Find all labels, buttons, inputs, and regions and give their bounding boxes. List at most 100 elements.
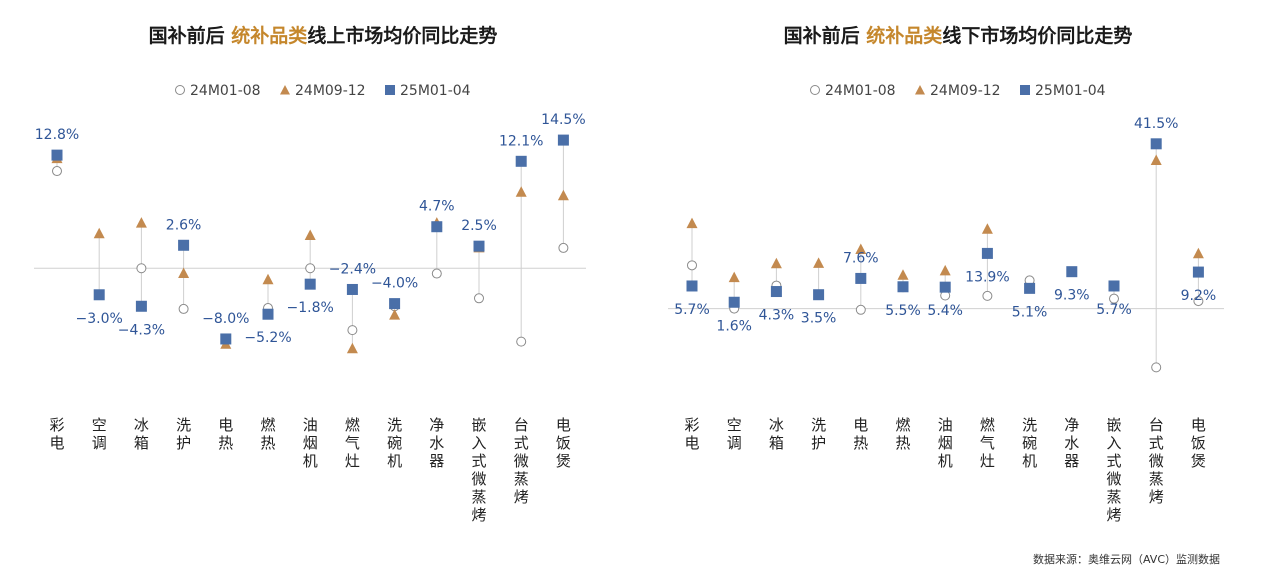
point-25M01-04: [1024, 282, 1036, 294]
point-24M09-12: [135, 217, 147, 228]
category-label: 燃气灶: [980, 416, 995, 470]
data-label: 5.7%: [674, 302, 710, 318]
point-25M01-04: [1066, 266, 1078, 278]
data-label: 4.3%: [759, 308, 795, 324]
category-label: 冰箱: [134, 416, 149, 452]
legend-label: 24M09-12: [930, 83, 1001, 99]
point-25M01-04: [51, 149, 63, 161]
data-label: 5.4%: [927, 303, 963, 319]
category-label: 燃气灶: [345, 416, 360, 470]
data-label: −3.0%: [76, 311, 123, 327]
point-24M01-08: [347, 325, 358, 336]
point-24M01-08: [516, 336, 527, 347]
legend: 24M01-08 24M09-12 25M01-04: [810, 83, 1106, 99]
point-25M01-04: [304, 278, 316, 290]
data-label: 13.9%: [965, 269, 1009, 285]
category-label: 电热: [218, 416, 233, 452]
point-24M01-08: [52, 166, 62, 177]
point-24M01-08: [982, 290, 993, 301]
legend-label: 24M01-08: [825, 83, 896, 99]
data-label: 12.8%: [35, 127, 79, 143]
point-25M01-04: [1108, 280, 1120, 292]
category-label: 彩电: [49, 416, 64, 452]
category-label: 电热: [853, 416, 868, 452]
category-label: 净水器: [429, 416, 444, 470]
legend-label: 25M01-04: [1035, 83, 1106, 99]
data-label: 9.2%: [1181, 288, 1217, 304]
point-24M09-12: [557, 189, 569, 201]
point-25M01-04: [855, 272, 867, 284]
point-24M09-12: [178, 267, 190, 279]
category-label: 嵌入式微蒸烤: [1106, 416, 1121, 524]
chart-title: 国补前后 统补品类线下市场均价同比走势: [784, 24, 1133, 47]
point-24M01-08: [431, 268, 442, 279]
point-24M09-12: [515, 186, 527, 197]
data-label: −4.3%: [118, 322, 165, 338]
point-25M01-04: [135, 300, 147, 312]
point-24M09-12: [93, 227, 105, 239]
point-24M09-12: [389, 309, 401, 320]
point-25M01-04: [1192, 266, 1204, 278]
point-25M01-04: [1150, 138, 1162, 150]
point-24M09-12: [1192, 247, 1204, 259]
data-label: −1.8%: [287, 300, 334, 316]
point-24M09-12: [855, 243, 867, 254]
legend: 24M01-08 24M09-12 25M01-04: [175, 83, 471, 99]
data-label: 1.6%: [716, 318, 752, 334]
point-25M01-04: [813, 289, 825, 301]
category-label: 彩电: [684, 416, 699, 452]
data-label: 5.5%: [885, 303, 921, 319]
point-25M01-04: [346, 283, 358, 295]
category-label: 洗护: [811, 416, 826, 452]
point-25M01-04: [939, 281, 951, 293]
point-25M01-04: [770, 286, 782, 298]
point-24M01-08: [855, 304, 866, 315]
category-label: 空调: [727, 416, 742, 452]
point-24M01-08: [178, 303, 189, 314]
chart-panel-2: 国补前后 统补品类线下市场均价同比走势 24M01-08 24M09-12 25M01…: [668, 24, 1224, 524]
category-label: 燃热: [260, 416, 275, 452]
data-label: 4.7%: [419, 199, 455, 215]
data-label: 12.1%: [499, 133, 543, 149]
data-label: 14.5%: [541, 112, 585, 128]
point-25M01-04: [557, 134, 569, 146]
data-label: 7.6%: [843, 250, 879, 266]
point-24M09-12: [728, 271, 740, 283]
data-label: −2.4%: [329, 261, 376, 277]
data-label: 5.1%: [1012, 304, 1048, 320]
point-24M01-08: [474, 293, 484, 304]
data-label: 41.5%: [1134, 116, 1178, 132]
category-label: 空调: [92, 416, 107, 452]
category-label: 油烟机: [938, 416, 953, 470]
data-label: 2.6%: [166, 217, 202, 233]
point-24M09-12: [1150, 154, 1162, 165]
data-label: 2.5%: [461, 218, 497, 234]
data-label: −4.0%: [371, 276, 418, 292]
category-label: 电饭煲: [556, 416, 571, 470]
point-24M09-12: [813, 257, 825, 268]
point-24M01-08: [1151, 362, 1162, 373]
point-25M01-04: [515, 155, 527, 167]
point-24M09-12: [981, 223, 993, 234]
legend-marker-square: [385, 85, 395, 95]
data-source-note: 数据来源：奥维云网（AVC）监测数据: [1032, 553, 1220, 566]
point-25M01-04: [431, 221, 443, 233]
category-label: 洗护: [176, 416, 191, 452]
point-25M01-04: [473, 240, 485, 252]
category-label: 油烟机: [303, 416, 318, 470]
point-25M01-04: [220, 333, 232, 345]
legend-label: 24M01-08: [190, 83, 261, 99]
point-25M01-04: [389, 298, 401, 310]
point-24M09-12: [304, 229, 316, 241]
legend-marker-triangle: [280, 85, 290, 95]
point-24M01-08: [1109, 293, 1119, 304]
data-label: 5.7%: [1096, 302, 1132, 318]
point-24M01-08: [687, 260, 697, 271]
point-25M01-04: [981, 247, 993, 259]
category-label: 洗碗机: [387, 416, 402, 470]
point-24M09-12: [897, 269, 909, 280]
point-25M01-04: [262, 308, 274, 320]
legend-marker-triangle: [915, 85, 925, 95]
legend-marker-circle: [175, 85, 185, 95]
category-label: 洗碗机: [1022, 416, 1037, 470]
